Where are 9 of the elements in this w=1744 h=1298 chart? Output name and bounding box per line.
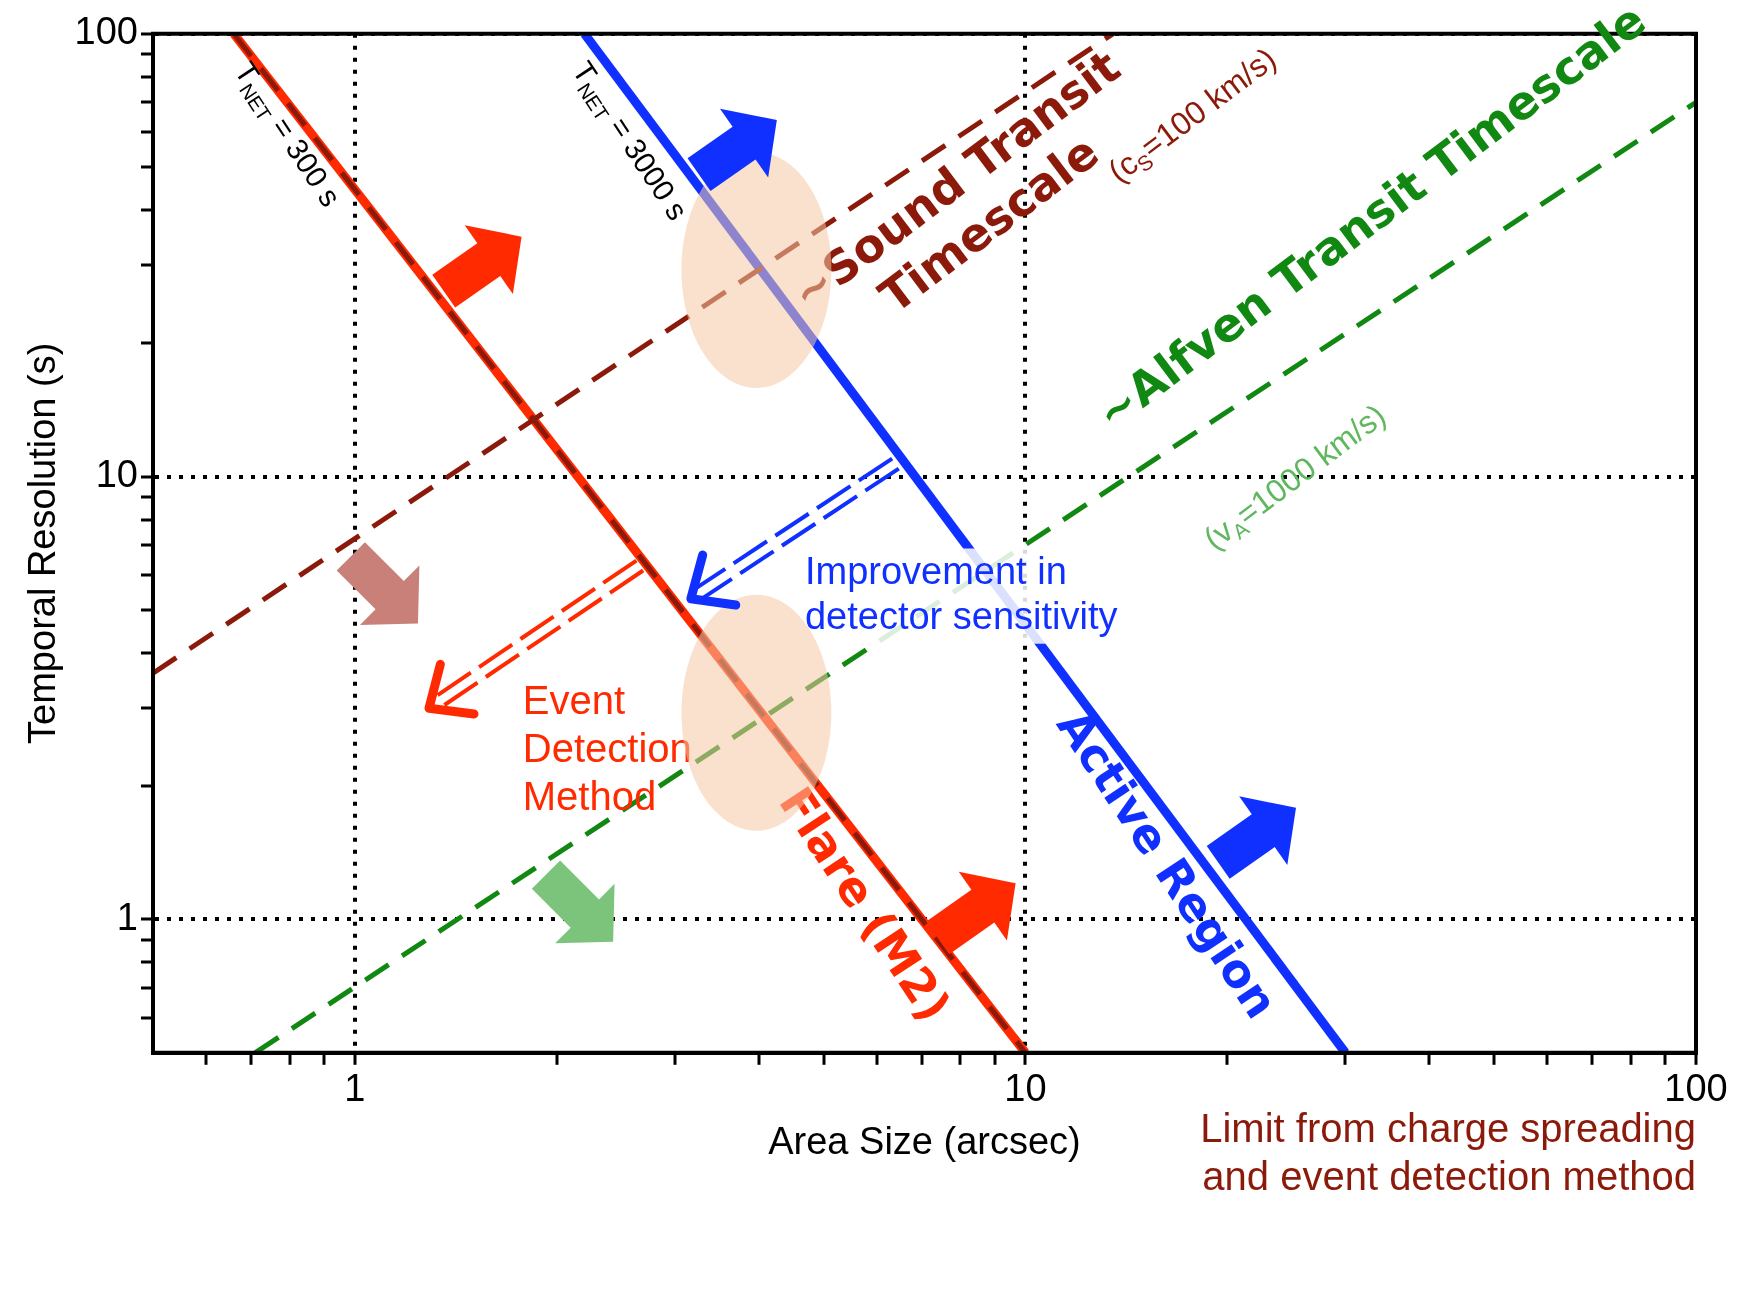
x-tick-label: 10 <box>1004 1067 1047 1110</box>
annotation: Improvement in detector sensitivity <box>804 549 1118 638</box>
y-tick-label: 1 <box>116 895 138 938</box>
y-axis-title: Temporal Resolution (s) <box>21 342 64 744</box>
annotation: Event Detection Method <box>522 677 692 818</box>
x-tick-label: 1 <box>344 1067 366 1110</box>
y-tick-label: 10 <box>95 453 138 496</box>
y-tick-label: 100 <box>74 10 138 53</box>
x-axis-title: Area Size (arcsec) <box>768 1119 1081 1162</box>
